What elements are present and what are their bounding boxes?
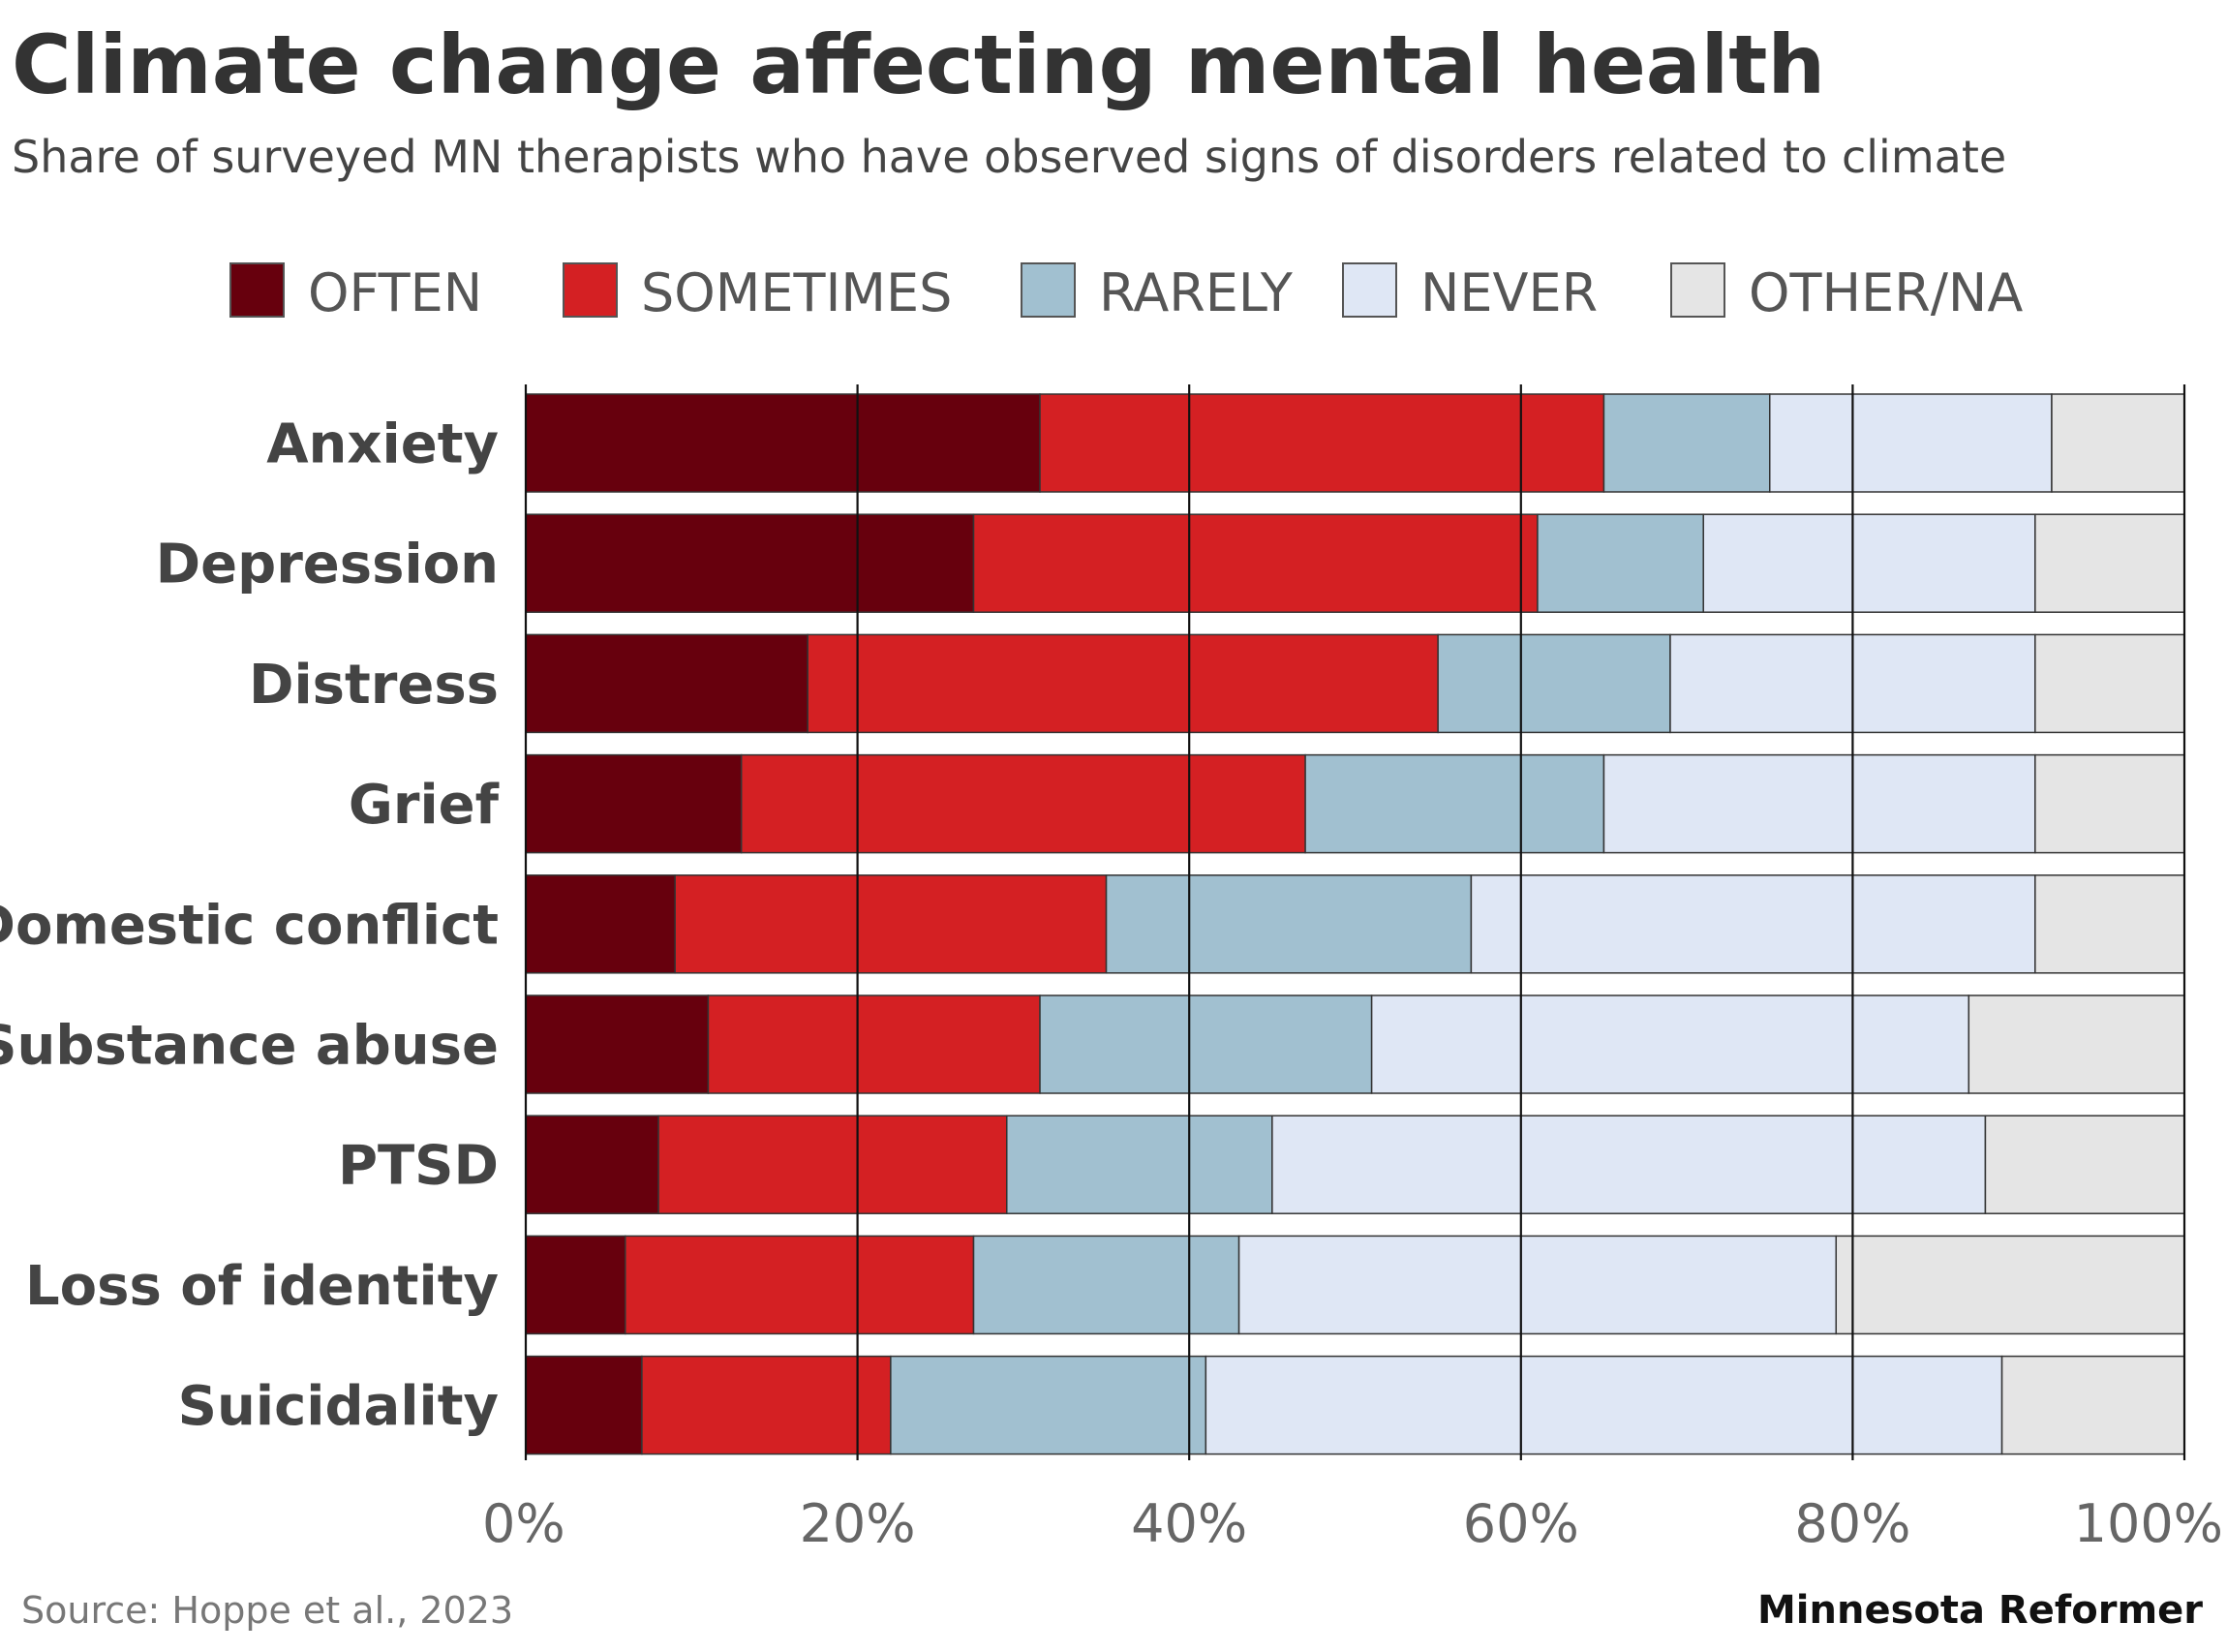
bar-distress-often — [525, 633, 808, 734]
category-label-domestic-conflict: Domestic conflict — [0, 894, 499, 957]
bar-suicidality-never — [1205, 1355, 2003, 1455]
bar-grief-never — [1602, 753, 2036, 854]
legend-swatch-often — [229, 262, 285, 318]
bar-ptsd-other-na — [1984, 1115, 2185, 1214]
legend-swatch-sometimes — [563, 262, 618, 318]
legend-swatch-other-na — [1670, 262, 1725, 318]
category-label-substance-abuse: Substance abuse — [0, 1015, 499, 1078]
bar-grief-rarely — [1304, 753, 1605, 854]
legend-swatch-rarely — [1021, 262, 1076, 318]
category-label-distress: Distress — [249, 654, 499, 717]
category-labels: Anxiety Depression Distress Grief Domestic c… — [0, 413, 500, 1439]
chart-subtitle: Share of surveyed MN therapists who have… — [12, 131, 2006, 183]
bar-grief-often — [525, 753, 743, 854]
chart-title: Climate change affecting mental health — [12, 17, 1825, 112]
legend-label-other-na: OTHER/NA — [1749, 262, 2023, 323]
bar-substance-abuse-sometimes — [707, 994, 1041, 1094]
bar-substance-abuse-rarely — [1039, 994, 1373, 1094]
bar-domestic-conflict-never — [1470, 874, 2036, 974]
bar-loss-of-identity-never — [1237, 1235, 1838, 1335]
bar-anxiety-never — [1769, 393, 2053, 493]
bar-substance-abuse-never — [1370, 994, 1970, 1094]
bar-anxiety-rarely — [1602, 393, 1771, 493]
bar-domestic-conflict-other-na — [2034, 874, 2185, 974]
bar-depression-often — [525, 513, 975, 613]
source-note: Source: Hoppe et al., 2023 — [21, 1589, 513, 1632]
bar-anxiety-sometimes — [1039, 393, 1605, 493]
category-label-suicidality: Suicidality — [178, 1375, 499, 1438]
bar-loss-of-identity-sometimes — [625, 1235, 975, 1335]
bar-substance-abuse-other-na — [1968, 994, 2185, 1094]
bar-suicidality-sometimes — [641, 1355, 892, 1455]
bar-distress-sometimes — [807, 633, 1439, 734]
bar-grief-sometimes — [740, 753, 1306, 854]
bar-suicidality-often — [525, 1355, 643, 1455]
bar-ptsd-never — [1271, 1115, 1987, 1214]
legend-label-never: NEVER — [1420, 262, 1598, 323]
x-tick-label-40: 40% — [1131, 1493, 1247, 1554]
bar-suicidality-rarely — [890, 1355, 1207, 1455]
category-label-anxiety: Anxiety — [266, 413, 499, 476]
bar-depression-never — [1702, 513, 2036, 613]
bar-depression-other-na — [2034, 513, 2185, 613]
bar-loss-of-identity-other-na — [1835, 1235, 2185, 1335]
bar-grief-other-na — [2034, 753, 2185, 854]
gridlines — [524, 384, 2186, 1460]
bar-ptsd-rarely — [1006, 1115, 1273, 1214]
x-tick-label-60: 60% — [1463, 1493, 1579, 1554]
bar-ptsd-often — [525, 1115, 659, 1214]
category-label-ptsd: PTSD — [338, 1135, 499, 1198]
bar-domestic-conflict-sometimes — [674, 874, 1108, 974]
x-tick-labels: 0% 20% 40% 60% 80% 100% — [482, 1493, 2223, 1554]
bar-distress-other-na — [2034, 633, 2185, 734]
legend: OFTEN SOMETIMES RARELY NEVER OTHER/NA — [229, 262, 2023, 323]
category-label-depression: Depression — [156, 534, 499, 597]
publisher-brand: Minnesota Reformer — [1757, 1588, 2203, 1633]
bar-loss-of-identity-rarely — [972, 1235, 1240, 1335]
legend-label-rarely: RARELY — [1099, 262, 1294, 323]
legend-swatch-never — [1342, 262, 1397, 318]
bar-loss-of-identity-often — [525, 1235, 626, 1335]
bar-depression-rarely — [1537, 513, 1704, 613]
x-tick-label-0: 0% — [482, 1493, 565, 1554]
bar-anxiety-other-na — [2051, 393, 2185, 493]
x-tick-label-20: 20% — [800, 1493, 916, 1554]
legend-label-often: OFTEN — [308, 262, 482, 323]
bar-domestic-conflict-often — [525, 874, 676, 974]
bars-group — [525, 393, 2185, 1455]
bar-substance-abuse-often — [525, 994, 710, 1094]
category-label-grief: Grief — [349, 774, 500, 837]
category-label-loss-of-identity: Loss of identity — [25, 1255, 499, 1318]
bar-depression-sometimes — [972, 513, 1539, 613]
legend-label-sometimes: SOMETIMES — [641, 262, 952, 323]
bar-anxiety-often — [525, 393, 1041, 493]
x-tick-label-100: 100% — [2074, 1493, 2223, 1554]
bar-distress-rarely — [1437, 633, 1671, 734]
x-tick-label-80: 80% — [1794, 1493, 1910, 1554]
bar-domestic-conflict-rarely — [1105, 874, 1473, 974]
bar-ptsd-sometimes — [657, 1115, 1008, 1214]
bar-suicidality-other-na — [2000, 1355, 2185, 1455]
